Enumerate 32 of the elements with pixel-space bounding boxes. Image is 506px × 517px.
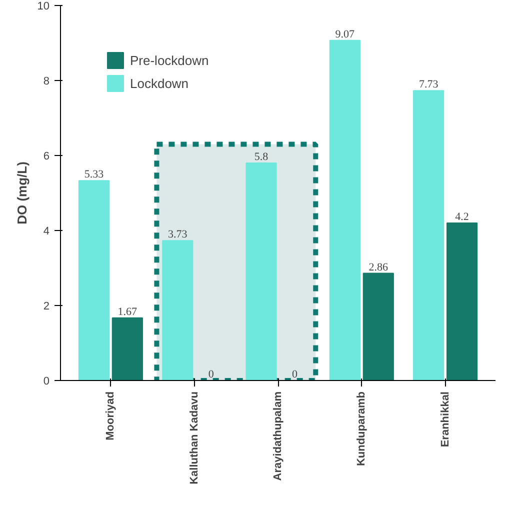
legend-label: Pre-lockdown — [130, 52, 209, 68]
x-tick-label: Kunduparamb — [356, 391, 368, 466]
data-label: 5.33 — [84, 168, 104, 181]
data-label: 3.73 — [168, 228, 188, 241]
legend-label: Lockdown — [130, 76, 189, 90]
x-tick-label: Eranhikkal — [439, 392, 452, 448]
bar — [329, 40, 360, 380]
data-label: 0 — [208, 368, 214, 380]
x-tick-label: Arayidathupalam — [272, 391, 284, 481]
bar — [78, 180, 110, 380]
y-tick-label: 2 — [43, 300, 50, 312]
bar — [246, 162, 277, 380]
y-tick-label: 6 — [43, 150, 50, 162]
x-tick-label: Mooriyad — [104, 391, 117, 440]
bar — [162, 240, 194, 380]
data-label: 0 — [292, 368, 298, 380]
y-axis-title: DO (mg/L) — [14, 162, 30, 224]
y-tick-label: 0 — [43, 376, 50, 388]
bar — [446, 222, 478, 380]
data-label: 4.2 — [455, 211, 469, 223]
bar — [413, 90, 444, 380]
y-tick-label: 10 — [37, 0, 50, 12]
data-label: 2.86 — [368, 261, 389, 274]
data-label: 1.67 — [118, 306, 138, 318]
bar — [362, 272, 394, 380]
data-label: 5.8 — [254, 151, 269, 163]
bar — [112, 317, 143, 380]
data-label: 9.07 — [335, 28, 356, 40]
x-tick-label: Kalluthan Kadavu — [188, 392, 200, 484]
data-label: 7.73 — [418, 78, 439, 91]
y-tick-label: 8 — [43, 76, 50, 88]
y-tick-label: 4 — [43, 226, 50, 238]
